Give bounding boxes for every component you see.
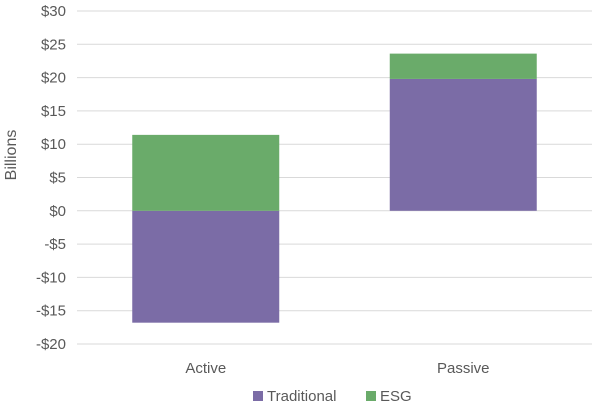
bar-active-traditional xyxy=(132,210,280,323)
y-tick-label: $25 xyxy=(41,36,66,53)
bar-passive-traditional xyxy=(389,78,537,211)
y-axis-title: Billions xyxy=(3,130,20,181)
y-tick-label: -$5 xyxy=(44,236,66,253)
y-tick-label: $5 xyxy=(49,170,66,187)
legend: Traditional ESG xyxy=(253,388,412,405)
legend-swatch-traditional xyxy=(253,391,263,401)
bars xyxy=(132,53,537,323)
y-tick-label: $30 xyxy=(41,3,66,20)
x-category-label: Passive xyxy=(437,360,490,377)
legend-swatch-esg xyxy=(366,391,376,401)
y-tick-label: -$20 xyxy=(36,336,66,353)
legend-label: Traditional xyxy=(267,388,336,405)
x-category-label: Active xyxy=(185,360,226,377)
legend-label: ESG xyxy=(380,388,412,405)
bar-active-esg xyxy=(132,134,280,211)
y-tick-label: $20 xyxy=(41,70,66,87)
y-axis-tick-labels: $30 $25 $20 $15 $10 $5 $0 -$5 -$10 -$15 -$20 xyxy=(36,3,66,353)
y-tick-label: $0 xyxy=(49,203,66,220)
y-tick-label: -$15 xyxy=(36,303,66,320)
bar-passive-esg xyxy=(389,53,537,79)
x-axis: Active Passive xyxy=(185,360,489,377)
y-tick-label: -$10 xyxy=(36,269,66,286)
y-tick-label: $15 xyxy=(41,103,66,120)
y-tick-label: $10 xyxy=(41,136,66,153)
